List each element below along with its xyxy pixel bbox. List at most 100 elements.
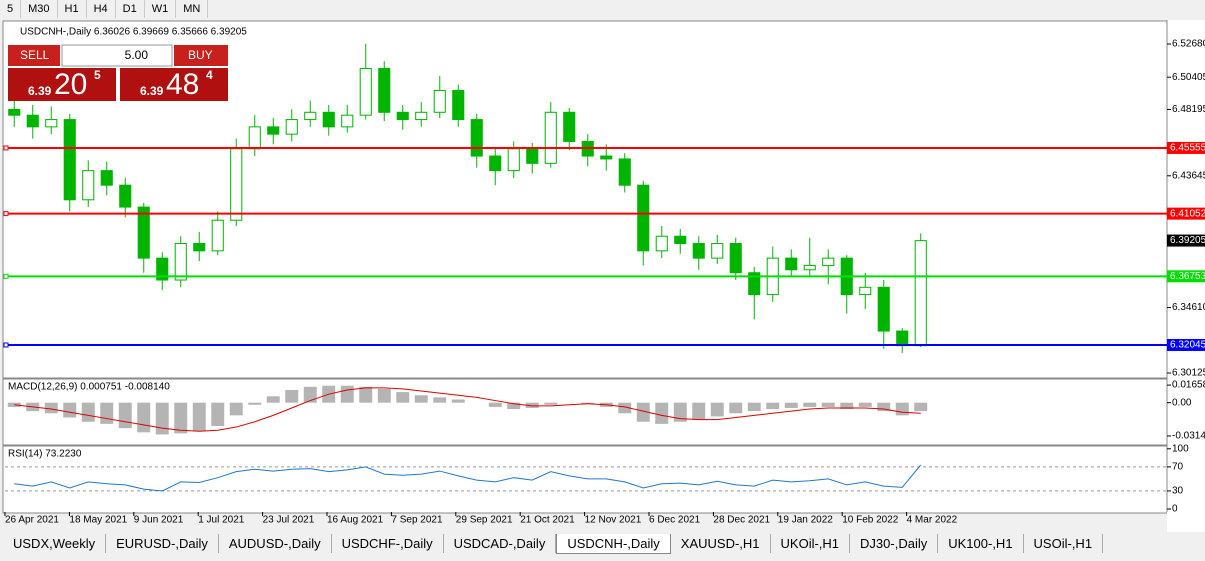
macd-bar (488, 402, 502, 407)
macd-bar (118, 402, 132, 429)
candle-body (822, 257, 835, 266)
level-label-box (1167, 338, 1205, 351)
y-tick-label: 6.30125 (1172, 368, 1205, 379)
candle-body (378, 68, 391, 113)
period-button[interactable]: D1 (116, 0, 145, 18)
level-label-box (1167, 141, 1205, 154)
macd-bar (766, 402, 780, 410)
chart-tab[interactable]: UKOil-,H1 (771, 534, 851, 553)
candle-body (230, 148, 243, 221)
price-box[interactable] (120, 68, 228, 101)
period-button[interactable]: MN (176, 0, 209, 18)
level-handle[interactable] (3, 145, 9, 151)
chart-tab[interactable]: UK100-,H1 (938, 534, 1024, 553)
candle-body (785, 257, 798, 271)
macd-bar (433, 397, 447, 403)
chart-tab[interactable]: USDCHF-,Daily (332, 534, 444, 553)
candle-body (452, 89, 465, 121)
chart-tab[interactable]: XAUUSD-,H1 (671, 534, 771, 553)
y-tick-label: 0.01658 (1172, 380, 1205, 391)
macd-bar (248, 402, 262, 405)
sell-button[interactable] (8, 45, 60, 66)
level-label: 6.45555 (1170, 143, 1205, 154)
period-button[interactable]: H1 (58, 0, 87, 18)
chart-tabs: USDX,Weekly EURUSD-,Daily AUDUSD-,Daily USD… (3, 534, 1104, 554)
candle-body (45, 119, 58, 128)
y-tick-label: 6.52680 (1172, 39, 1205, 50)
candle-body (489, 155, 502, 172)
macd-bar (747, 402, 761, 412)
macd-bar (229, 402, 243, 416)
price-box[interactable] (8, 68, 116, 101)
x-tick-label: 16 Aug 2021 (327, 515, 384, 526)
chart-tab[interactable]: USDCAD-,Daily (444, 534, 557, 553)
chart-title: USDCNH-,Daily 6.36026 6.39669 6.35666 6.… (20, 27, 247, 38)
period-button[interactable]: M30 (21, 0, 58, 18)
level-handle[interactable] (3, 342, 9, 348)
macd-bar (525, 402, 539, 408)
macd-bar (377, 388, 391, 403)
macd-bar (451, 399, 465, 403)
chart-tab[interactable]: EURUSD-,Daily (106, 534, 219, 553)
chart-tab[interactable]: USDCNH-,Daily (556, 534, 671, 554)
candle-body (193, 243, 206, 252)
period-button[interactable]: H4 (87, 0, 116, 18)
macd-bar (673, 402, 687, 422)
price-big: 6.39 (28, 84, 52, 98)
candle-body (359, 68, 372, 116)
period-button[interactable]: 5 (0, 0, 22, 18)
macd-bar (581, 402, 595, 404)
buy-button[interactable] (174, 45, 228, 66)
macd-bar (618, 402, 632, 414)
chart-tab[interactable]: DJ30-,Daily (850, 534, 939, 553)
macd-bar (285, 389, 299, 403)
macd-bar (63, 402, 77, 418)
y-tick-label: 0 (1172, 504, 1178, 515)
candle-body (8, 108, 21, 116)
y-tick-label: 6.34610 (1172, 302, 1205, 313)
candle-body (26, 114, 39, 128)
chart: USDCNH-,Daily 6.36026 6.39669 6.35666 6.… (2, 20, 1205, 532)
level-handle[interactable] (3, 273, 9, 279)
macd-bar (858, 402, 872, 407)
macd-bar (692, 402, 706, 420)
candle-body (285, 119, 298, 135)
candle-body (655, 235, 668, 252)
chart-tab[interactable]: USOil-,H1 (1024, 534, 1104, 553)
level-handle[interactable] (3, 211, 9, 217)
indicator-title: MACD(12,26,9) 0.000751 -0.008140 (8, 382, 170, 393)
macd-bar (396, 392, 410, 403)
chart-tab[interactable]: AUDUSD-,Daily (219, 534, 332, 553)
x-tick-label: 10 Feb 2022 (842, 515, 899, 526)
candle-body (526, 148, 539, 164)
candle-body (470, 119, 483, 157)
candle-body (396, 111, 409, 121)
y-tick-label: 6.50405 (1172, 72, 1205, 83)
buy-label: BUY (188, 48, 213, 62)
macd-bar (507, 402, 521, 410)
macd-bar (303, 386, 317, 403)
macd-bar (174, 402, 188, 434)
macd-bar (544, 402, 558, 405)
macd-bar (840, 402, 854, 410)
macd-bar (192, 402, 206, 432)
price-big: 6.39 (140, 84, 164, 98)
price-main: 48 (166, 68, 199, 101)
x-tick-label: 4 Mar 2022 (907, 515, 958, 526)
macd-bar (803, 402, 817, 407)
chart-tab[interactable]: USDX,Weekly (3, 534, 107, 553)
x-tick-label: 21 Oct 2021 (520, 515, 575, 526)
period-toolbar: 5 M30 H1 H4 D1 W1 MN (0, 0, 209, 18)
period-button[interactable]: W1 (145, 0, 177, 18)
candle-body (137, 206, 150, 259)
indicator-title: RSI(14) 73.2230 (8, 449, 82, 460)
y-tick-label: 6.48195 (1172, 104, 1205, 115)
lot-input[interactable] (61, 44, 173, 67)
macd-bar (877, 402, 891, 412)
candle-body (544, 111, 557, 164)
x-tick-label: 18 May 2021 (69, 515, 127, 526)
macd-bar (137, 402, 151, 433)
candle-body (156, 257, 169, 281)
